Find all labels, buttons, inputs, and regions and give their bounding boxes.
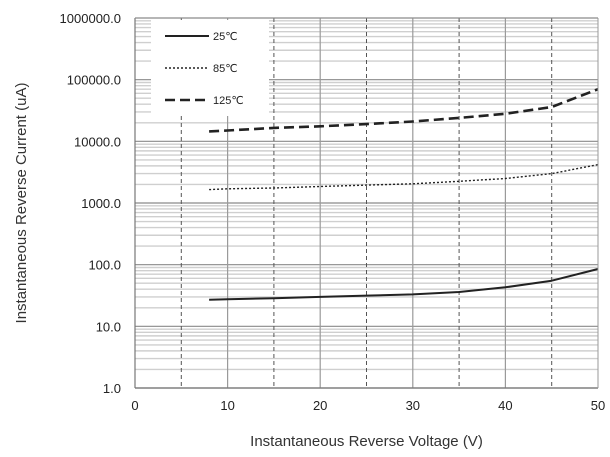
x-axis-label: Instantaneous Reverse Voltage (V) xyxy=(250,433,483,450)
x-tick-labels: 0 10 20 30 40 50 xyxy=(131,398,605,413)
legend-box xyxy=(151,20,269,116)
y-tick-label: 100.0 xyxy=(88,258,121,273)
y-tick-label: 10.0 xyxy=(96,319,121,334)
x-tick-label: 50 xyxy=(591,398,605,413)
axes xyxy=(134,17,599,389)
y-tick-label: 10000.0 xyxy=(74,134,121,149)
y-tick-label: 1000.0 xyxy=(81,196,121,211)
x-tick-label: 40 xyxy=(498,398,512,413)
series-line-1 xyxy=(209,268,599,301)
y-tick-labels: 1.0 10.0 100.0 1000.0 10000.0 100000.0 1000000… xyxy=(60,11,121,396)
series-line-3 xyxy=(209,87,599,133)
x-tick-label: 10 xyxy=(220,398,234,413)
y-tick-label: 100000.0 xyxy=(67,73,121,88)
legend-label-1: 25℃ xyxy=(213,31,238,43)
x-tick-label: 20 xyxy=(313,398,327,413)
x-tick-label: 30 xyxy=(406,398,420,413)
y-tick-label: 1.0 xyxy=(103,381,121,396)
legend: 25℃ 85℃ 125℃ xyxy=(151,20,269,116)
y-axis-label: Instantaneous Reverse Current (uA) xyxy=(13,83,30,324)
x-tick-label: 0 xyxy=(131,398,138,413)
legend-label-3: 125℃ xyxy=(213,95,244,107)
y-tick-label: 1000000.0 xyxy=(60,11,121,26)
series-line-2 xyxy=(209,163,599,191)
legend-label-2: 85℃ xyxy=(213,63,238,75)
series-group xyxy=(209,87,599,301)
